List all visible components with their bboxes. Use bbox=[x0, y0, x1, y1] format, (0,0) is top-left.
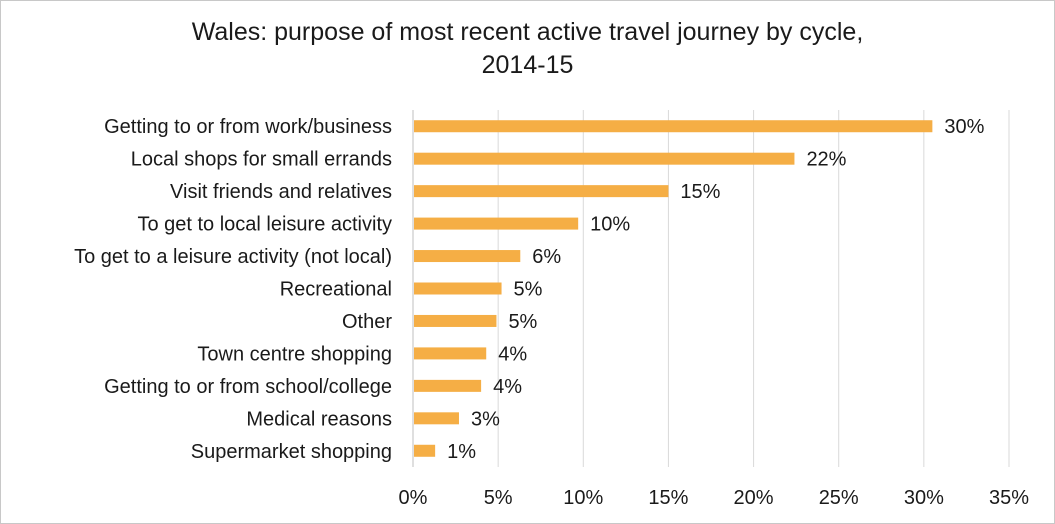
value-label: 10% bbox=[590, 214, 630, 236]
category-label: Getting to or from work/business bbox=[104, 116, 392, 138]
bar bbox=[414, 347, 487, 360]
value-label: 5% bbox=[508, 311, 537, 333]
bar bbox=[414, 379, 482, 392]
category-label: Recreational bbox=[280, 279, 392, 301]
x-tick-label: 20% bbox=[734, 487, 774, 509]
category-label: Other bbox=[342, 311, 392, 333]
bar bbox=[414, 120, 933, 133]
value-label: 30% bbox=[944, 116, 984, 138]
x-tick-label: 30% bbox=[904, 487, 944, 509]
x-tick-label: 0% bbox=[399, 487, 428, 509]
bar bbox=[414, 412, 459, 425]
value-label: 22% bbox=[806, 149, 846, 171]
bar bbox=[414, 282, 502, 295]
category-label: To get to a leisure activity (not local) bbox=[74, 246, 392, 268]
value-label: 5% bbox=[514, 279, 543, 301]
bar bbox=[414, 185, 669, 198]
value-label: 1% bbox=[447, 441, 476, 463]
category-label: Town centre shopping bbox=[197, 343, 392, 365]
category-label: Getting to or from school/college bbox=[104, 376, 392, 398]
category-label: Local shops for small errands bbox=[131, 149, 392, 171]
bar bbox=[414, 314, 497, 327]
value-label: 15% bbox=[680, 181, 720, 203]
category-label: Supermarket shopping bbox=[191, 441, 392, 463]
x-tick-label: 5% bbox=[484, 487, 513, 509]
value-labels: 30% 22% 15% 10% 6% 5% 5% 4% 4% 3% 1% bbox=[447, 116, 984, 463]
chart-title-line2: 2014-15 bbox=[481, 51, 574, 79]
chart-title: Wales: purpose of most recent active tra… bbox=[0, 16, 1055, 82]
category-label: Medical reasons bbox=[246, 408, 392, 430]
bar bbox=[414, 250, 521, 263]
bar bbox=[414, 444, 436, 457]
x-tick-labels: 0% 5% 10% 15% 20% 25% 30% 35% bbox=[399, 487, 1030, 509]
bars bbox=[414, 120, 933, 457]
bar bbox=[414, 152, 795, 165]
value-label: 4% bbox=[493, 376, 522, 398]
x-tick-label: 10% bbox=[563, 487, 603, 509]
category-label: To get to local leisure activity bbox=[137, 214, 392, 236]
bar bbox=[414, 217, 579, 230]
gridlines bbox=[497, 110, 1010, 467]
category-labels: Getting to or from work/business Local sh… bbox=[74, 116, 392, 463]
value-label: 6% bbox=[532, 246, 561, 268]
x-tick-label: 15% bbox=[648, 487, 688, 509]
x-tick-label: 25% bbox=[819, 487, 859, 509]
value-label: 4% bbox=[498, 343, 527, 365]
x-tick-label: 35% bbox=[989, 487, 1029, 509]
category-label: Visit friends and relatives bbox=[170, 181, 392, 203]
value-label: 3% bbox=[471, 408, 500, 430]
chart-title-line1: Wales: purpose of most recent active tra… bbox=[191, 18, 864, 46]
